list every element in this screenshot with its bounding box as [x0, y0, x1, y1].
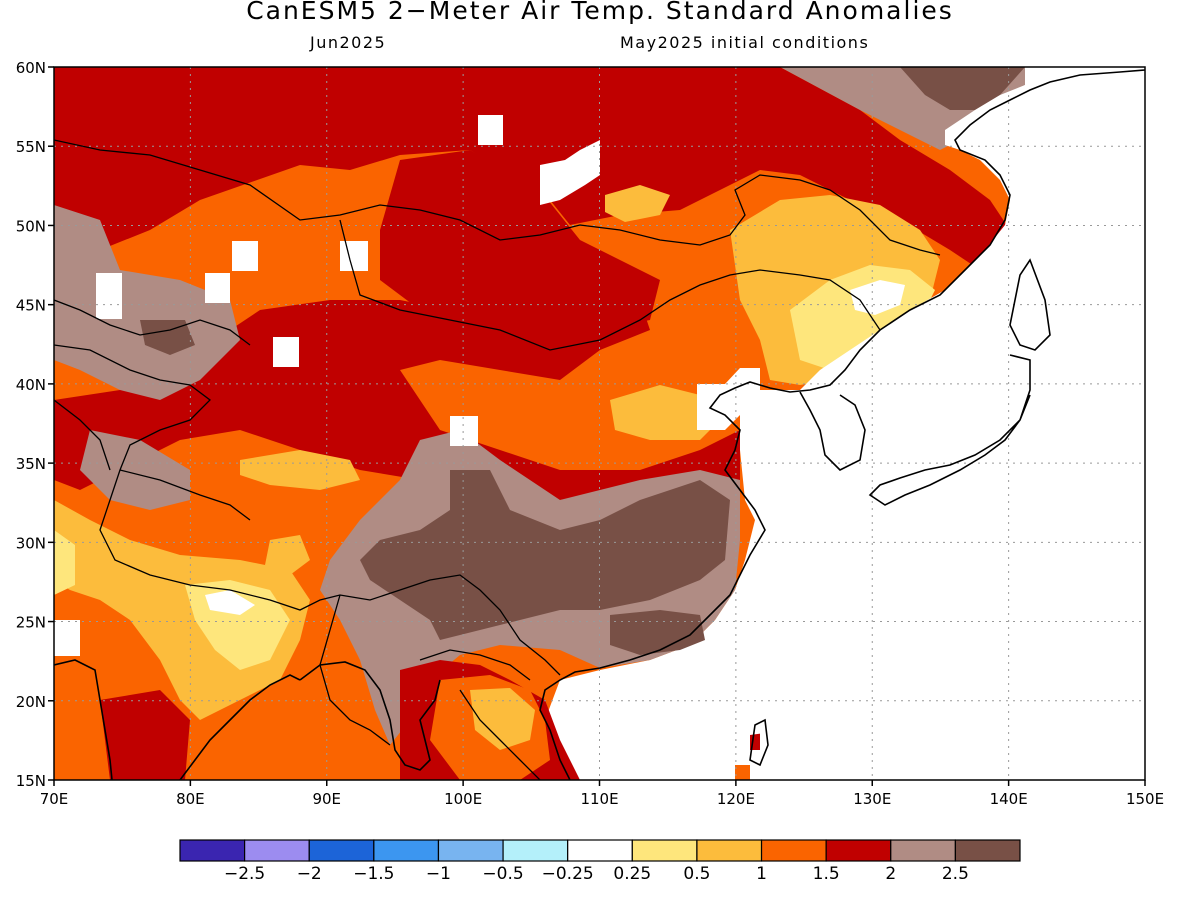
- colorbar-swatch: [308, 839, 375, 862]
- map-title: CanESM5 2−Meter Air Temp. Standard Anoma…: [246, 0, 954, 25]
- region-red-north: [54, 67, 1010, 270]
- mask-box: [54, 620, 80, 656]
- mask-box: [96, 273, 122, 319]
- region-yellow-center: [610, 385, 720, 440]
- colorbar-swatch: [373, 839, 440, 862]
- lat-label: 25N: [16, 614, 46, 632]
- colorbar-swatch: [696, 839, 763, 862]
- colorbar-label: 1: [756, 864, 767, 884]
- colorbar-label: −2: [297, 864, 322, 884]
- colorbar-swatch: [825, 839, 892, 862]
- lat-label: 55N: [16, 138, 46, 156]
- colorbar-swatch: [502, 839, 569, 862]
- mask-box: [205, 273, 230, 303]
- colorbar-swatch: [954, 839, 1021, 862]
- mask-box: [232, 241, 258, 271]
- coastlines: [54, 69, 1145, 780]
- lat-label: 30N: [16, 534, 46, 552]
- lon-label: 140E: [990, 790, 1028, 808]
- colorbar-label: −0.5: [482, 864, 523, 884]
- region-gray-west: [54, 205, 240, 400]
- colorbar-label: 2.5: [942, 864, 969, 884]
- region-yellow-tibet-2: [265, 535, 310, 575]
- region-lightyellow-india-w: [54, 530, 75, 595]
- region-red-mongolia: [380, 150, 660, 330]
- lat-label: 15N: [16, 772, 46, 790]
- region-gray-west-2: [80, 430, 190, 510]
- lat-label: 50N: [16, 217, 46, 235]
- lat-label: 60N: [16, 59, 46, 77]
- mask-box: [273, 337, 299, 367]
- mask-box: [540, 140, 600, 205]
- lat-label: 20N: [16, 693, 46, 711]
- mask-box: [340, 241, 368, 271]
- lat-label: 35N: [16, 455, 46, 473]
- colorbar-swatch: [179, 839, 246, 862]
- lat-label: 40N: [16, 376, 46, 394]
- lon-label: 120E: [717, 790, 755, 808]
- colorbar-label: 2: [885, 864, 896, 884]
- lat-label: 45N: [16, 297, 46, 315]
- region-dark-china: [360, 470, 730, 640]
- lon-label: 90E: [312, 790, 341, 808]
- colorbar-swatch: [890, 839, 956, 862]
- forecast-month: Jun2025: [310, 33, 387, 52]
- lon-label: 80E: [176, 790, 205, 808]
- mask-box: [478, 115, 503, 145]
- lon-label: 130E: [853, 790, 891, 808]
- region-dark-west: [140, 320, 195, 355]
- colorbar-label: 0.25: [613, 864, 651, 884]
- lon-label: 150E: [1126, 790, 1164, 808]
- colorbar-label: −1: [426, 864, 451, 884]
- colorbar-label: 0.5: [683, 864, 710, 884]
- lon-label: 70E: [40, 790, 69, 808]
- colorbar-label: −1.5: [353, 864, 394, 884]
- lon-label: 110E: [580, 790, 618, 808]
- colorbar-swatch: [631, 839, 698, 862]
- region-yellow-seasia: [470, 688, 535, 750]
- region-dark-south-china: [610, 610, 705, 655]
- region-orange-taiwan: [735, 765, 750, 780]
- region-yellow-tibet: [240, 450, 360, 490]
- colorbar-label: −0.25: [542, 864, 594, 884]
- colorbar-label: −2.5: [224, 864, 265, 884]
- colorbar-swatch: [567, 839, 633, 862]
- initial-conditions: May2025 initial conditions: [620, 33, 870, 52]
- colorbar-swatch: [244, 839, 310, 862]
- country-borders: [54, 139, 941, 780]
- colorbar-swatch: [437, 839, 504, 862]
- region-yellow-mongolia: [605, 185, 670, 222]
- mask-box: [450, 416, 478, 446]
- lon-label: 100E: [444, 790, 482, 808]
- colorbar: −2.5 −2 −1.5 −1 −0.5 −0.25 0.25 0.5 1 1.5 2 2.5: [179, 839, 1021, 884]
- colorbar-swatch: [760, 839, 827, 862]
- region-dark-northeast: [900, 67, 1025, 110]
- colorbar-label: 1.5: [813, 864, 840, 884]
- map-axes: 70E 80E 90E 100E 110E 120E 130E 140E 150E 60N 55N 5…: [16, 59, 1164, 808]
- anomaly-field: [54, 67, 1145, 780]
- region-white-india: [205, 590, 255, 615]
- region-red-india-south: [100, 690, 190, 780]
- mask-box: [730, 85, 1145, 780]
